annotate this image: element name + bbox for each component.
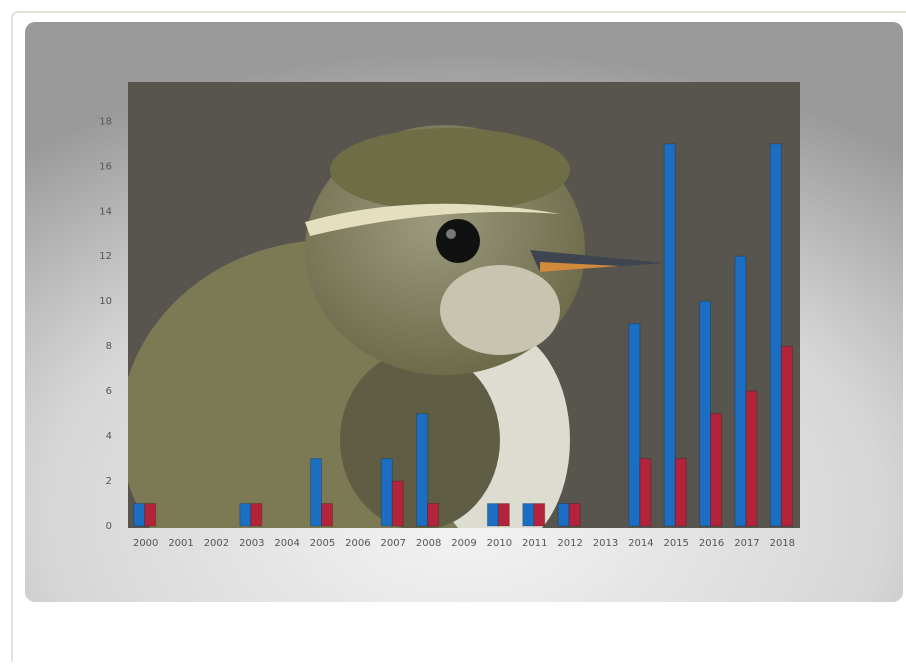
x-tick-label: 2007: [381, 538, 406, 549]
y-tick-label: 10: [99, 296, 112, 307]
bar: [380, 458, 393, 527]
bar: [663, 143, 676, 527]
x-tick-label: 2015: [663, 538, 688, 549]
x-tick-label: 2000: [133, 538, 158, 549]
bar: [568, 503, 581, 527]
bar: [427, 503, 440, 527]
bar: [321, 503, 334, 527]
x-tick-label: 2012: [557, 538, 582, 549]
bar: [699, 300, 712, 527]
x-tick-label: 2003: [239, 538, 264, 549]
y-tick-label: 12: [99, 251, 112, 262]
bar: [416, 413, 429, 527]
x-tick-label: 2009: [451, 538, 476, 549]
y-tick-label: 2: [106, 476, 112, 487]
bar: [557, 503, 570, 527]
x-tick-label: 2018: [770, 538, 795, 549]
bar: [674, 458, 687, 527]
bar: [639, 458, 652, 527]
bar: [780, 345, 793, 527]
x-tick-label: 2001: [168, 538, 193, 549]
bar: [769, 143, 782, 527]
bar: [734, 255, 747, 527]
bar: [239, 503, 252, 527]
bar: [710, 413, 723, 527]
bar: [745, 390, 758, 527]
x-tick-label: 2013: [593, 538, 618, 549]
bar: [391, 480, 404, 527]
bar: [533, 503, 546, 527]
bird-photo: [128, 82, 800, 528]
x-tick-label: 2005: [310, 538, 335, 549]
x-tick-label: 2002: [204, 538, 229, 549]
x-tick-label: 2017: [734, 538, 759, 549]
bar: [144, 503, 157, 527]
bar: [486, 503, 499, 527]
x-tick-label: 2014: [628, 538, 653, 549]
bar: [522, 503, 535, 527]
x-tick-label: 2011: [522, 538, 547, 549]
bar: [133, 503, 146, 527]
bar: [497, 503, 510, 527]
y-tick-label: 8: [106, 341, 112, 352]
bar: [628, 323, 641, 527]
x-tick-label: 2004: [274, 538, 299, 549]
bar: [310, 458, 323, 527]
y-tick-label: 18: [99, 116, 112, 127]
x-tick-label: 2010: [487, 538, 512, 549]
y-tick-label: 14: [99, 206, 112, 217]
y-tick-label: 4: [106, 431, 112, 442]
x-tick-label: 2008: [416, 538, 441, 549]
y-tick-label: 16: [99, 161, 112, 172]
bar: [250, 503, 263, 527]
x-tick-label: 2006: [345, 538, 370, 549]
x-tick-label: 2016: [699, 538, 724, 549]
y-tick-label: 6: [106, 386, 112, 397]
y-tick-label: 0: [106, 521, 112, 532]
